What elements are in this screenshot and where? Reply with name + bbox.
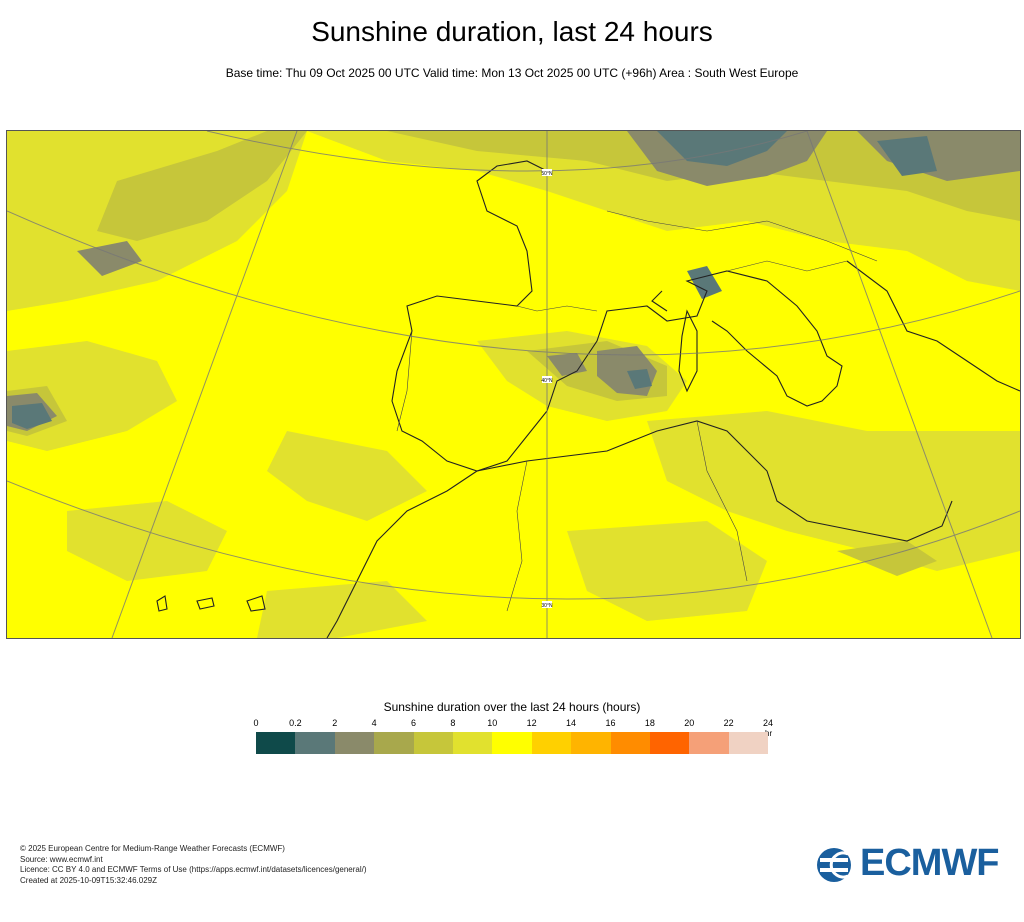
- footer-created: Created at 2025-10-09T15:32:46.029Z: [20, 875, 157, 885]
- legend-tick-label: 24: [762, 718, 774, 728]
- legend-swatch: [295, 732, 335, 754]
- parallel-50n: [206, 131, 808, 172]
- legend-swatch: [452, 732, 493, 754]
- legend-tick-label: 20: [684, 718, 695, 728]
- legend-tick-label: 6: [411, 718, 417, 728]
- legend-tick-label: 2: [332, 718, 338, 728]
- page-title: Sunshine duration, last 24 hours: [311, 16, 713, 47]
- footer: © 2025 European Centre for Medium-Range …: [20, 844, 367, 886]
- footer-source: Source: www.ecmwf.int: [20, 854, 103, 864]
- legend-swatch: [492, 732, 532, 754]
- meridian-east: [806, 131, 993, 638]
- graticule-labels: 50°N 40°N 30°N: [541, 169, 553, 609]
- legend-tick-label: 22: [723, 718, 734, 728]
- label-30n: 30°N: [541, 603, 553, 609]
- label-50n: 50°N: [541, 171, 553, 177]
- legend-swatch: [649, 732, 690, 754]
- sunshine-map[interactable]: 50°N 40°N 30°N: [6, 130, 1021, 639]
- coastlines: [156, 160, 1020, 638]
- legend-tick-label: 0: [253, 718, 259, 728]
- legend-tick-label: 0.2: [289, 718, 302, 728]
- parallel-30n: [7, 480, 1020, 600]
- legend-swatch: [571, 732, 611, 754]
- legend-swatch: [728, 732, 769, 754]
- legend-swatch: [610, 732, 650, 754]
- legend-tick-label: 8: [450, 718, 456, 728]
- country-borders: [396, 210, 878, 612]
- label-40n: 40°N: [541, 378, 553, 384]
- legend-swatch: [256, 732, 296, 754]
- map-svg: 50°N 40°N 30°N: [7, 131, 1020, 638]
- legend-tick-label: 16: [605, 718, 616, 728]
- legend-swatch: [374, 732, 414, 754]
- footer-copyright: © 2025 European Centre for Medium-Range …: [20, 844, 285, 853]
- legend-unit: hr: [765, 729, 773, 738]
- meridian-west: [111, 131, 298, 638]
- parallel-40n: [7, 210, 1020, 356]
- footer-licence: Licence: CC BY 4.0 and ECMWF Terms of Us…: [20, 865, 367, 874]
- ecmwf-logo-icon: [817, 848, 851, 882]
- legend-colorbar: [256, 732, 769, 754]
- legend-tick-label: 4: [371, 718, 377, 728]
- logo-text: ECMWF: [860, 842, 1000, 884]
- legend-tick-label: 14: [566, 718, 577, 728]
- legend-tick-label: 18: [644, 718, 655, 728]
- sunshine-8-10h-areas: [7, 131, 1020, 638]
- legend-title: Sunshine duration over the last 24 hours…: [383, 700, 641, 714]
- legend-tick-label: 12: [526, 718, 537, 728]
- legend-swatch: [689, 732, 729, 754]
- legend-ticks: 0 0.2 2 4 6 8 10 12 14 16 18 20 22 24: [253, 718, 773, 732]
- legend-swatch: [531, 732, 572, 754]
- graticule: [7, 131, 1020, 638]
- legend-swatch: [334, 732, 375, 754]
- page-subtitle: Base time: Thu 09 Oct 2025 00 UTC Valid …: [225, 66, 799, 80]
- legend-tick-label: 10: [487, 718, 498, 728]
- sunshine-0.2-2h-areas: [12, 131, 937, 429]
- legend-swatch: [413, 732, 453, 754]
